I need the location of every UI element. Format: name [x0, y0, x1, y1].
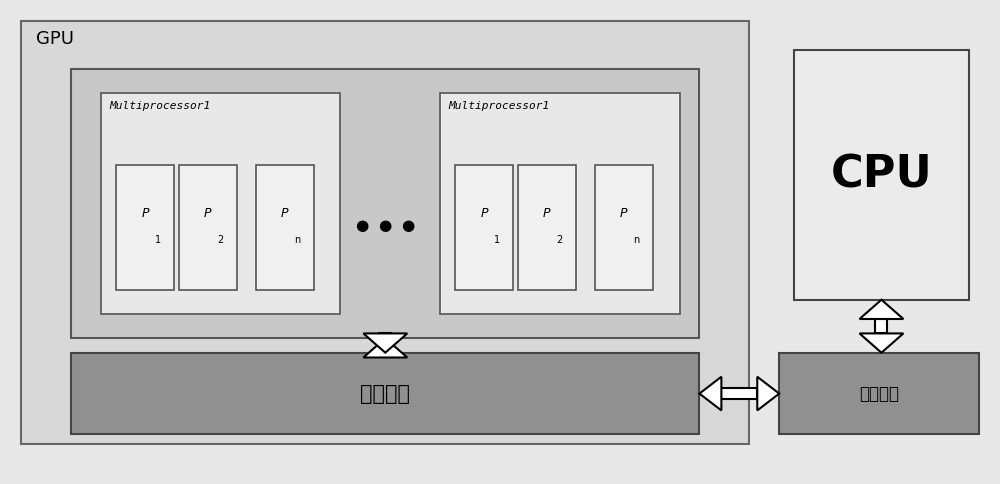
Polygon shape [859, 333, 903, 353]
Text: GPU: GPU [36, 30, 74, 48]
Bar [116, 165, 174, 290]
Bar [21, 21, 749, 444]
Text: P: P [204, 207, 212, 220]
Text: n: n [633, 235, 640, 244]
Text: CPU: CPU [831, 153, 932, 196]
Bar [71, 69, 699, 338]
Bar [256, 165, 314, 290]
Text: 1: 1 [155, 235, 161, 244]
Bar [875, 319, 887, 333]
Polygon shape [363, 333, 407, 353]
Text: P: P [141, 207, 149, 220]
Bar [794, 49, 969, 300]
Bar [721, 388, 757, 399]
Text: 1: 1 [494, 235, 500, 244]
Text: P: P [543, 207, 551, 220]
Text: n: n [294, 235, 301, 244]
Polygon shape [699, 377, 721, 410]
Text: P: P [480, 207, 488, 220]
Bar [379, 333, 391, 358]
Text: 显卡内存: 显卡内存 [360, 384, 410, 404]
Text: ●  ●  ●: ● ● ● [356, 218, 415, 233]
Bar [779, 353, 979, 435]
Polygon shape [757, 377, 779, 410]
Text: Multiprocessor1: Multiprocessor1 [448, 102, 549, 111]
Bar [71, 353, 699, 435]
Text: P: P [620, 207, 627, 220]
Bar [440, 93, 680, 314]
Text: Multiprocessor1: Multiprocessor1 [109, 102, 210, 111]
Text: 2: 2 [557, 235, 563, 244]
Bar [101, 93, 340, 314]
Polygon shape [363, 338, 407, 358]
Polygon shape [859, 300, 903, 319]
Text: 主机内存: 主机内存 [859, 385, 899, 403]
Bar [518, 165, 576, 290]
Text: 2: 2 [218, 235, 224, 244]
Bar [179, 165, 237, 290]
Bar [455, 165, 513, 290]
Text: P: P [281, 207, 288, 220]
Bar [595, 165, 653, 290]
